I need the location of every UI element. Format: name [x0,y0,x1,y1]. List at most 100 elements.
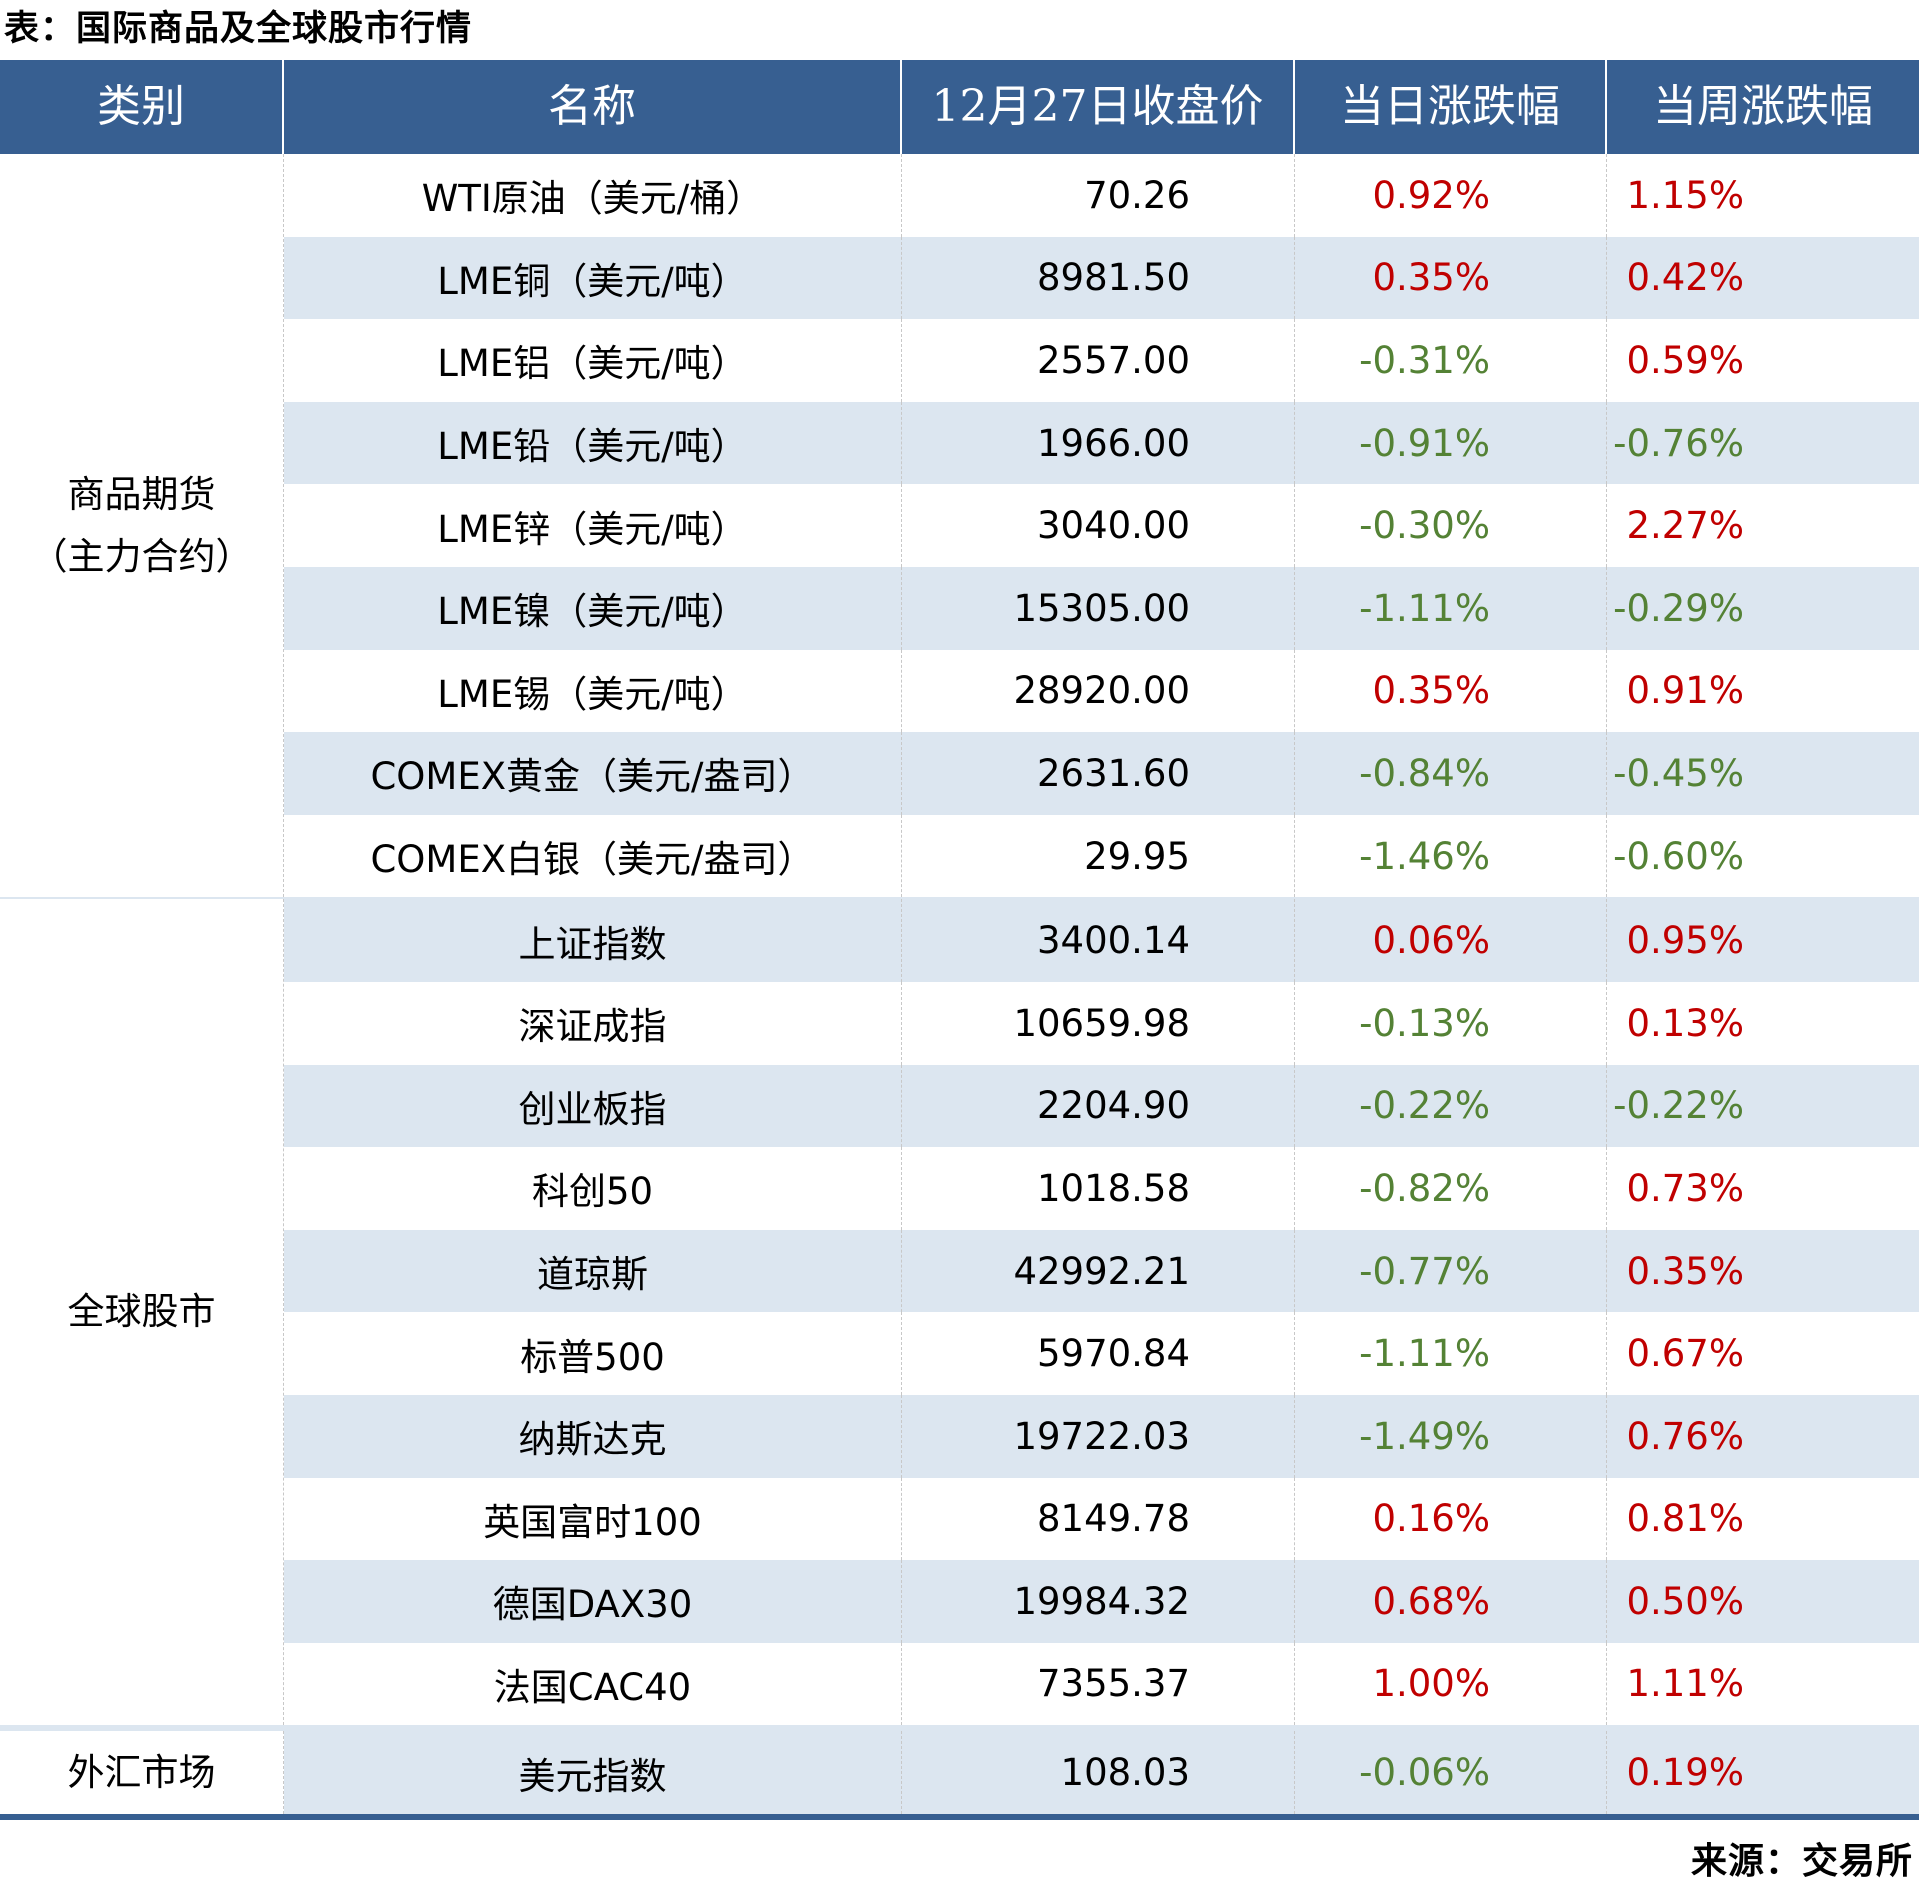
close-price: 2204.90 [902,1064,1295,1148]
instrument-name: LME锌（美元/吨） [284,484,902,567]
instrument-name: 道琼斯 [284,1229,902,1313]
source-note: 来源：交易所 [1690,1841,1913,1882]
instrument-name: 深证成指 [284,981,902,1065]
weekly-change: -0.76% [1613,421,1744,465]
header-close-price: 12月27日收盘价 [902,60,1295,154]
close-price: 3400.14 [902,899,1295,982]
daily-change: 0.16% [1295,1477,1607,1561]
header-weekly-change: 当周涨跌幅 [1653,81,1873,132]
close-price: 1966.00 [902,401,1295,485]
weekly-change: 0.13% [1626,1001,1744,1045]
instrument-name: LME铜（美元/吨） [284,236,902,320]
instrument-name: COMEX白银（美元/盎司） [284,814,902,898]
instrument-name: 上证指数 [284,899,902,982]
table-row: 德国DAX30 19984.32 0.68% 0.50% [284,1560,1919,1643]
instrument-name: LME铝（美元/吨） [284,319,902,402]
daily-change: -0.77% [1295,1229,1607,1313]
table-row: 道琼斯 42992.21 -0.77% 0.35% [284,1229,1919,1313]
daily-change: 0.35% [1295,649,1607,733]
instrument-name: COMEX黄金（美元/盎司） [284,732,902,815]
table-row: LME镍（美元/吨） 15305.00 -1.11% -0.29% [284,566,1919,650]
instrument-name: LME镍（美元/吨） [284,566,902,650]
weekly-change: 0.19% [1626,1751,1744,1795]
header-category: 类别 [0,60,284,154]
close-price: 19984.32 [902,1560,1295,1643]
daily-change: -0.82% [1295,1147,1607,1230]
daily-change: -1.11% [1295,1312,1607,1395]
close-price: 8981.50 [902,236,1295,320]
daily-change: 0.35% [1295,236,1607,320]
table-row: COMEX白银（美元/盎司） 29.95 -1.46% -0.60% [284,814,1919,898]
weekly-change: -0.45% [1613,751,1744,795]
daily-change: -0.22% [1295,1064,1607,1148]
market-table: 类别 名称 12月27日收盘价 当日涨跌幅 当周涨跌幅 商品期货 （主力合约） WT… [0,60,1919,1820]
table-row: 深证成指 10659.98 -0.13% 0.13% [284,981,1919,1065]
weekly-change: 2.27% [1626,504,1744,548]
close-price: 1018.58 [902,1147,1295,1230]
category-cell: 商品期货 （主力合约） [0,154,284,898]
daily-change: 0.68% [1295,1560,1607,1643]
weekly-change: -0.22% [1613,1084,1744,1128]
table-row: 创业板指 2204.90 -0.22% -0.22% [284,1064,1919,1148]
group-divider [0,1725,1919,1732]
table-bottom-border [0,1813,1919,1820]
close-price: 2631.60 [902,732,1295,815]
category-label: 商品期货 [67,472,216,516]
weekly-change: 0.35% [1626,1249,1744,1293]
table-row: LME铜（美元/吨） 8981.50 0.35% 0.42% [284,236,1919,320]
table-row: 标普500 5970.84 -1.11% 0.67% [284,1312,1919,1395]
weekly-change: 0.42% [1626,256,1744,300]
weekly-change: 1.11% [1626,1662,1744,1706]
instrument-name: LME锡（美元/吨） [284,649,902,733]
daily-change: -0.84% [1295,732,1607,815]
close-price: 19722.03 [902,1394,1295,1478]
table-row: LME锡（美元/吨） 28920.00 0.35% 0.91% [284,649,1919,733]
table-row: WTI原油（美元/桶） 70.26 0.92% 1.15% [284,154,1919,237]
table-row: 科创50 1018.58 -0.82% 0.73% [284,1147,1919,1230]
daily-change: 0.92% [1295,154,1607,237]
close-price: 2557.00 [902,319,1295,402]
weekly-change: 0.91% [1626,669,1744,713]
weekly-change: -0.60% [1613,834,1744,878]
table-row: LME锌（美元/吨） 3040.00 -0.30% 2.27% [284,484,1919,567]
daily-change: -0.13% [1295,981,1607,1065]
weekly-change: 0.59% [1626,338,1744,382]
header-name: 名称 [284,60,902,154]
weekly-change: 0.81% [1626,1497,1744,1541]
close-price: 29.95 [902,814,1295,898]
close-price: 7355.37 [902,1642,1295,1726]
table-title: 表：国际商品及全球股市行情 [4,9,473,49]
daily-change: -1.46% [1295,814,1607,898]
daily-change: -0.91% [1295,401,1607,485]
close-price: 15305.00 [902,566,1295,650]
daily-change: 1.00% [1295,1642,1607,1726]
daily-change: -0.30% [1295,484,1607,567]
close-price: 5970.84 [902,1312,1295,1395]
close-price: 42992.21 [902,1229,1295,1313]
table-row: 法国CAC40 7355.37 1.00% 1.11% [284,1642,1919,1726]
instrument-name: LME铅（美元/吨） [284,401,902,485]
daily-change: -1.49% [1295,1394,1607,1478]
table-row: 上证指数 3400.14 0.06% 0.95% [284,899,1919,982]
category-label: 外汇市场 [67,1750,216,1794]
group-divider [0,897,1919,900]
category-group: 全球股市 上证指数 3400.14 0.06% 0.95% 深证成指 10659.98 -0.… [0,899,1919,1726]
category-group: 外汇市场 美元指数 108.03 -0.06% 0.19% [0,1731,1919,1814]
daily-change: -1.11% [1295,566,1607,650]
category-label: 全球股市 [67,1290,216,1334]
instrument-name: WTI原油（美元/桶） [284,154,902,237]
close-price: 108.03 [902,1731,1295,1814]
weekly-change: 1.15% [1626,173,1744,217]
weekly-change: 0.95% [1626,919,1744,963]
weekly-change: -0.29% [1613,586,1744,630]
category-cell: 外汇市场 [0,1731,284,1814]
close-price: 8149.78 [902,1477,1295,1561]
weekly-change: 0.67% [1626,1332,1744,1376]
instrument-name: 标普500 [284,1312,902,1395]
category-group: 商品期货 （主力合约） WTI原油（美元/桶） 70.26 0.92% 1.15% LME铜… [0,154,1919,898]
close-price: 3040.00 [902,484,1295,567]
daily-change: -0.06% [1295,1731,1607,1814]
weekly-change: 0.50% [1626,1579,1744,1623]
category-sublabel: （主力合约） [30,534,253,578]
close-price: 28920.00 [902,649,1295,733]
